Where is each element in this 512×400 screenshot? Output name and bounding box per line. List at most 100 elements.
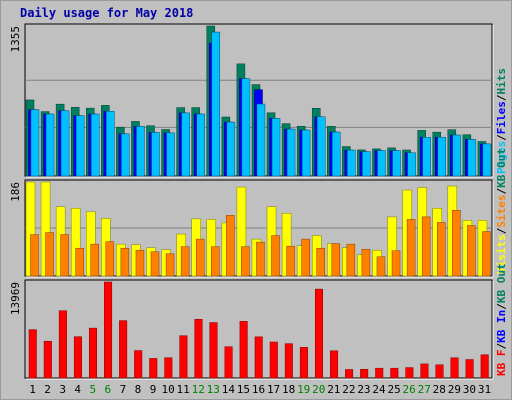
day-label: 19 — [297, 383, 310, 396]
bar-kbytes — [164, 357, 173, 379]
bar-pages — [241, 78, 251, 177]
bar-pages — [377, 150, 386, 177]
bar-kbytes — [58, 310, 67, 379]
legend-item: / — [495, 343, 508, 350]
bar-sites — [482, 231, 491, 277]
bar-sites — [241, 246, 250, 277]
bar-sites — [120, 247, 130, 277]
bar-pages — [256, 103, 266, 177]
day-label: 31 — [478, 383, 491, 396]
bar-kbytes — [390, 367, 399, 379]
bar-kbytes — [224, 346, 233, 379]
bar-pages — [347, 149, 356, 177]
legend-item: KB Out — [495, 263, 508, 303]
bar-pages — [316, 116, 326, 177]
bar-kbytes — [269, 341, 278, 379]
legend-item: KB Out — [495, 148, 508, 188]
bar-sites — [90, 243, 100, 277]
bar-kbytes — [465, 359, 474, 379]
bar-kbytes — [420, 363, 429, 379]
bar-sites — [226, 215, 235, 277]
bar-kbytes — [119, 320, 128, 379]
bar-sites — [256, 241, 265, 277]
bar-pages — [196, 113, 205, 177]
bar-sites — [180, 246, 190, 277]
day-label: 28 — [433, 383, 446, 396]
bar-kbytes — [405, 367, 414, 379]
bar-pages — [60, 110, 70, 177]
day-label: 7 — [120, 383, 127, 396]
bar-pages — [332, 131, 341, 177]
day-label: 25 — [387, 383, 400, 396]
bar-sites — [316, 247, 325, 277]
legend-item: / — [495, 188, 508, 195]
bar-kbytes — [330, 350, 339, 379]
bar-kbytes — [89, 327, 98, 379]
bar-kbytes — [375, 367, 384, 379]
bar-sites — [165, 253, 175, 277]
y-max-label: 1355 — [9, 26, 22, 53]
bar-kbytes — [209, 322, 218, 379]
y-max-label: 13969 — [9, 282, 22, 315]
legend-item: Pages — [495, 141, 508, 174]
day-label: 13 — [207, 383, 220, 396]
day-label: 8 — [135, 383, 142, 396]
bar-sites — [135, 249, 145, 277]
bar-kbytes — [28, 329, 37, 379]
legend-item: KB F — [495, 350, 508, 377]
legend-item: Visits — [495, 234, 508, 274]
day-label: 18 — [282, 383, 295, 396]
bar-pages — [482, 143, 492, 177]
day-label: 27 — [418, 383, 431, 396]
bar-kbytes — [314, 288, 323, 379]
legend-item: Hits — [495, 68, 508, 95]
bar-pages — [467, 139, 477, 177]
bar-sites — [271, 235, 280, 277]
bar-sites — [406, 219, 416, 277]
panel-kbytes: 13969 KB F/KB In/KB Out — [9, 263, 508, 380]
day-label: 16 — [252, 383, 265, 396]
bar-sites — [150, 251, 160, 277]
bar-pages — [452, 134, 462, 177]
day-label: 17 — [267, 383, 280, 396]
x-axis-day-labels: 1 2 3 4 5 6 7 8 9 10 11 12 13 14 15 16 17 18 19 20 21 22 23 24 2… — [29, 383, 491, 396]
bar-pages — [392, 150, 401, 177]
day-label: 15 — [237, 383, 250, 396]
chart-title: Daily usage for May 2018 — [20, 6, 193, 20]
legend-item: / — [495, 227, 508, 234]
day-label: 6 — [105, 383, 112, 396]
day-label: 14 — [222, 383, 236, 396]
bar-pages — [106, 110, 115, 177]
day-label: 5 — [89, 383, 96, 396]
bar-sites — [376, 256, 386, 277]
bar-kbytes — [480, 354, 489, 379]
bar-sites — [30, 234, 39, 277]
bar-kbytes — [43, 340, 52, 379]
bar-pages — [91, 113, 100, 177]
bar-pages — [437, 137, 446, 177]
day-label: 12 — [192, 383, 205, 396]
bar-kbytes — [299, 347, 308, 379]
bar-sites — [452, 210, 461, 277]
bar-kbytes — [360, 369, 369, 379]
bar-pages — [211, 31, 221, 177]
day-label: 21 — [327, 383, 340, 396]
y-max-label: 186 — [9, 182, 22, 202]
bar-pages — [271, 118, 281, 177]
bar-sites — [75, 247, 84, 277]
day-label: 4 — [74, 383, 81, 396]
bar-kbytes — [450, 357, 459, 379]
bar-kbytes — [284, 343, 293, 379]
bar-pages — [422, 137, 431, 177]
day-label: 24 — [372, 383, 386, 396]
legend-item: Sites — [495, 195, 508, 228]
bar-kbytes — [149, 358, 158, 379]
bar-pages — [151, 132, 160, 177]
legend-item: / — [495, 303, 508, 310]
legend: KB F/KB In/KB Out — [495, 263, 508, 376]
bar-sites — [467, 225, 476, 277]
